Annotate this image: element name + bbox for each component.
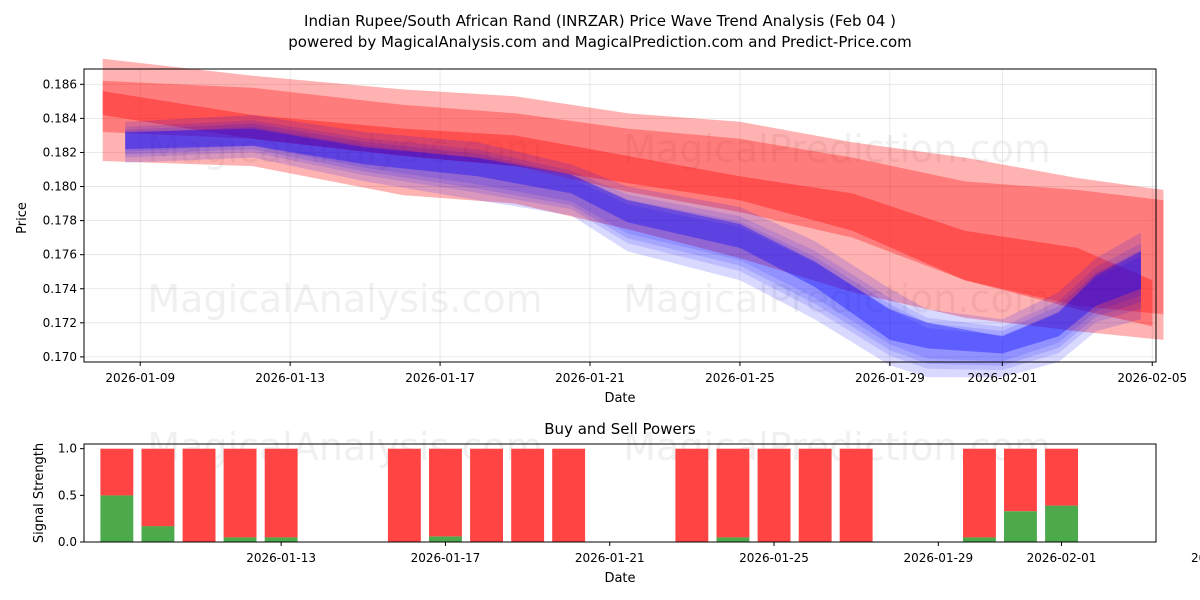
top-chart-grid bbox=[84, 69, 1156, 362]
top-x-tick-label: 2026-01-09 bbox=[105, 371, 175, 385]
sell-bar bbox=[100, 448, 134, 496]
watermark-text: MagicalAnalysis.com bbox=[147, 277, 542, 321]
sell-bar bbox=[1004, 448, 1037, 512]
buy-bar bbox=[264, 537, 298, 542]
top-chart-series bbox=[102, 58, 1164, 378]
top-y-tick-label: 0.178 bbox=[43, 214, 77, 228]
top-chart-x-ticks: 2026-01-09 2026-01-13 2026-01-17 2026-01-21… bbox=[105, 362, 1187, 385]
watermark-text: MagicalPrediction.com bbox=[623, 277, 1051, 321]
band-red-wave-inner bbox=[102, 80, 1164, 315]
sell-bar bbox=[223, 448, 257, 538]
bottom-chart-x-ticks: 2026-01-13 2026-01-17 2026-01-21 2026-01-25… bbox=[246, 542, 1200, 565]
sell-bar bbox=[963, 448, 996, 538]
buy-bar bbox=[716, 537, 750, 542]
buy-bar bbox=[963, 537, 996, 542]
sell-bar bbox=[757, 448, 791, 542]
top-chart-y-label: Price bbox=[15, 202, 30, 234]
bottom-x-tick-label: 2026-01-21 bbox=[575, 551, 645, 565]
band-red-wave-core bbox=[102, 91, 1153, 327]
sell-bar bbox=[798, 448, 832, 542]
bottom-x-tick-label: 2026-02-05 bbox=[1191, 551, 1200, 565]
top-x-tick-label: 2026-02-01 bbox=[967, 371, 1037, 385]
bottom-x-tick-label: 2026-01-29 bbox=[903, 551, 973, 565]
top-x-tick-label: 2026-01-29 bbox=[855, 371, 925, 385]
band-blue-layer bbox=[125, 126, 1141, 362]
buy-bar bbox=[223, 537, 257, 542]
top-y-tick-label: 0.184 bbox=[43, 111, 77, 125]
sell-bar bbox=[675, 448, 709, 542]
band-blue-wave-core bbox=[125, 128, 1141, 354]
top-y-tick-label: 0.174 bbox=[43, 282, 77, 296]
bottom-chart-frame bbox=[83, 443, 1157, 543]
band-blue-wave-outer bbox=[125, 115, 1141, 378]
top-chart-frame bbox=[83, 68, 1157, 363]
bottom-chart-y-label: Signal Strength bbox=[32, 443, 47, 543]
top-x-tick-label: 2026-01-17 bbox=[405, 371, 475, 385]
chart-title-line1: Indian Rupee/South African Rand (INRZAR)… bbox=[304, 12, 896, 30]
top-chart-x-label: Date bbox=[604, 391, 635, 406]
watermark-text: MagicalPrediction.com bbox=[623, 127, 1051, 171]
top-x-tick-label: 2026-01-13 bbox=[255, 371, 325, 385]
top-y-tick-label: 0.186 bbox=[43, 77, 77, 91]
bottom-x-tick-label: 2026-02-01 bbox=[1027, 551, 1097, 565]
buy-bar bbox=[429, 536, 462, 542]
band-blue-layer bbox=[125, 123, 1141, 366]
sell-bar bbox=[387, 448, 421, 542]
bottom-chart-y-ticks: 0.0 0.5 1.0 bbox=[58, 442, 84, 549]
band-blue-layer bbox=[125, 120, 1141, 371]
sell-bar bbox=[839, 448, 873, 542]
bottom-y-tick-label: 0.0 bbox=[58, 535, 77, 549]
buy-bar bbox=[1004, 511, 1037, 542]
bottom-x-tick-label: 2026-01-17 bbox=[411, 551, 481, 565]
top-y-tick-label: 0.182 bbox=[43, 145, 77, 159]
top-chart-watermarks: MagicalAnalysis.com MagicalPrediction.com… bbox=[147, 127, 1050, 321]
bottom-x-tick-label: 2026-01-25 bbox=[739, 551, 809, 565]
bottom-y-tick-label: 1.0 bbox=[58, 442, 77, 456]
buy-bar bbox=[100, 495, 134, 542]
sell-bar bbox=[511, 448, 545, 542]
top-x-tick-label: 2026-01-25 bbox=[705, 371, 775, 385]
sell-bar bbox=[264, 448, 298, 538]
sell-bar bbox=[552, 448, 586, 542]
sell-bar bbox=[470, 448, 503, 542]
bottom-y-tick-label: 0.5 bbox=[58, 488, 77, 502]
buy-bar bbox=[1045, 505, 1078, 542]
top-x-tick-label: 2026-01-21 bbox=[555, 371, 625, 385]
bottom-chart-x-label: Date bbox=[604, 571, 635, 586]
top-x-tick-label: 2026-02-05 bbox=[1117, 371, 1187, 385]
sell-bar bbox=[141, 448, 175, 527]
top-y-tick-label: 0.172 bbox=[43, 316, 77, 330]
top-y-tick-label: 0.180 bbox=[43, 180, 77, 194]
chart-title-line2: powered by MagicalAnalysis.com and Magic… bbox=[288, 33, 912, 51]
watermark-text: MagicalAnalysis.com bbox=[147, 127, 542, 171]
top-y-tick-label: 0.170 bbox=[43, 350, 77, 364]
sell-bar bbox=[1045, 448, 1078, 506]
bottom-chart-title: Buy and Sell Powers bbox=[544, 420, 696, 438]
sell-bar bbox=[429, 448, 462, 537]
bottom-chart-bars bbox=[100, 448, 1078, 542]
top-chart-y-ticks: 0.186 0.184 0.182 0.180 0.178 0.176 0.174 0.172… bbox=[43, 77, 84, 364]
top-y-tick-label: 0.176 bbox=[43, 248, 77, 262]
band-red-wave-outer bbox=[102, 58, 1164, 340]
bottom-x-tick-label: 2026-01-13 bbox=[246, 551, 316, 565]
sell-bar bbox=[182, 448, 216, 542]
buy-bar bbox=[141, 526, 175, 542]
sell-bar bbox=[716, 448, 750, 538]
